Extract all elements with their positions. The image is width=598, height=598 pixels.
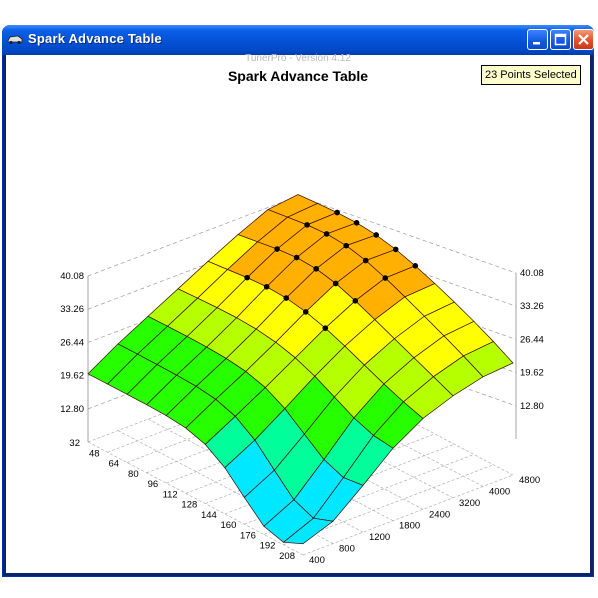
floor-grid-line	[302, 474, 514, 556]
chart-area[interactable]: 12.80 12.80 19.62 19.62 26.44 26.44 33.26 33.26…	[6, 53, 590, 573]
rpm-axis-tick: 4000	[489, 486, 510, 497]
rpm-axis-tick: 1800	[399, 521, 420, 532]
z-tick-label-right: 33.26	[520, 301, 544, 312]
map-axis-tick: 80	[128, 469, 139, 480]
selected-point	[302, 309, 309, 315]
selected-point	[313, 266, 319, 272]
floor-grid-line	[87, 441, 304, 556]
map-axis-tick: 32	[69, 438, 80, 449]
surface-cell	[282, 517, 334, 545]
selected-point	[362, 257, 369, 264]
selected-point	[304, 222, 310, 228]
chart-title: Spark Advance Table	[227, 68, 369, 84]
z-tick-label-right: 40.08	[520, 268, 544, 279]
z-tick-label-left: 40.08	[60, 271, 84, 282]
map-axis-tick: 144	[201, 510, 217, 521]
window-title: Spark Advance Table	[28, 31, 162, 46]
map-axis-tick: 192	[260, 541, 276, 552]
rpm-axis-tick: 3200	[459, 498, 480, 509]
selected-point	[244, 274, 250, 281]
selected-point	[412, 262, 419, 269]
selection-badge: 23 Points Selected	[481, 65, 581, 85]
minimize-icon	[533, 42, 540, 45]
selected-point	[382, 275, 389, 281]
map-axis-tick: 64	[109, 459, 120, 470]
selected-point	[274, 246, 280, 252]
selected-point	[263, 283, 270, 290]
surface-chart[interactable]: 12.80 12.80 19.62 19.62 26.44 26.44 33.26 33.26…	[6, 55, 590, 573]
map-axis-tick: 128	[181, 500, 197, 511]
selected-point	[343, 242, 349, 249]
version-label: TunerPro - Version 4.12	[245, 53, 351, 64]
selected-point	[352, 298, 359, 304]
selected-point	[323, 231, 330, 237]
z-tick-label-left: 19.62	[60, 371, 84, 382]
title-bar[interactable]: Spark Advance Table	[2, 25, 594, 55]
selected-point	[293, 254, 300, 261]
selected-point	[332, 280, 339, 287]
rpm-axis-tick: 1200	[369, 532, 390, 543]
tunerpro-car-icon	[7, 35, 23, 45]
rpm-axis-tick: 4800	[519, 475, 540, 486]
z-tick-label-right: 19.62	[520, 368, 544, 379]
minimize-button[interactable]	[527, 29, 548, 50]
z-tick-label-right: 26.44	[520, 334, 544, 345]
selected-point	[322, 325, 329, 331]
close-button[interactable]	[573, 29, 594, 50]
z-tick-label-right: 12.80	[520, 401, 544, 412]
map-axis-tick: 160	[221, 520, 237, 531]
map-axis-tick: 48	[89, 448, 100, 459]
close-icon	[578, 34, 589, 45]
z-tick-label-left: 12.80	[60, 404, 84, 415]
selected-point	[334, 209, 340, 216]
selected-point	[353, 219, 360, 226]
rpm-axis-tick: 2400	[429, 509, 450, 520]
maximize-button[interactable]	[550, 29, 571, 50]
rpm-axis-tick: 800	[339, 544, 355, 555]
maximize-icon	[554, 33, 567, 46]
selected-point	[283, 295, 289, 301]
map-axis-tick: 208	[279, 551, 295, 562]
map-axis-tick: 176	[240, 530, 256, 541]
map-axis-tick: 112	[163, 489, 178, 500]
selected-point	[392, 246, 399, 253]
selected-point	[373, 232, 379, 238]
z-tick-label-left: 33.26	[60, 304, 84, 315]
rpm-axis-tick: 400	[309, 555, 325, 566]
map-axis-tick: 96	[148, 479, 159, 490]
spark-advance-window: Spark Advance Table 12.80 12.80 19.62 19.62…	[2, 25, 594, 577]
z-tick-label-left: 26.44	[60, 337, 84, 348]
